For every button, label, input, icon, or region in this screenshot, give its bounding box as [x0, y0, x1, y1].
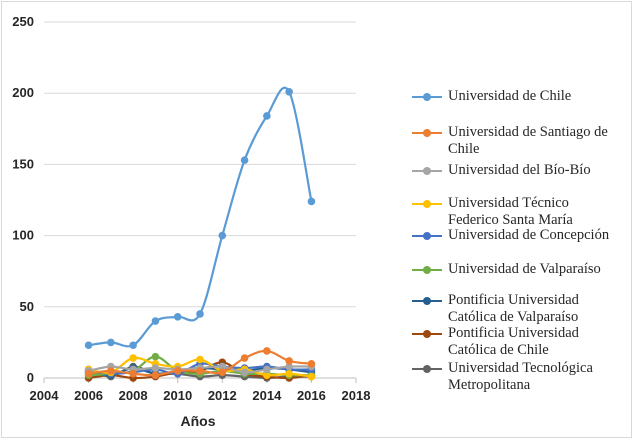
- x-tick-label: 2012: [208, 388, 237, 403]
- x-tick-label: 2006: [74, 388, 103, 403]
- data-point: [285, 369, 293, 378]
- legend-label: Universidad de Concepción: [448, 227, 609, 244]
- y-tick-label: 0: [27, 370, 34, 385]
- data-point: [151, 371, 160, 379]
- data-point: [263, 365, 271, 374]
- y-tick-label: 250: [12, 14, 34, 29]
- legend-label-line: Universidad Técnico: [448, 195, 569, 211]
- legend-label-line: Católica de Valparaíso: [448, 309, 579, 325]
- legend-label: Universidad Técnico Federico Santa María: [448, 195, 573, 229]
- y-tick-label: 50: [20, 299, 34, 314]
- legend-label-line: Universidad de Santiago de: [448, 124, 608, 140]
- data-point: [107, 367, 115, 375]
- data-point: [218, 362, 227, 371]
- data-point: [84, 341, 93, 350]
- data-point: [151, 317, 160, 325]
- series-2: [84, 347, 316, 379]
- legend-label-line: Universidad Tecnológica: [448, 360, 593, 376]
- data-point: [196, 310, 204, 318]
- data-point: [240, 368, 249, 377]
- series-1: [84, 86, 316, 350]
- y-tick-label: 200: [12, 85, 34, 100]
- data-point: [173, 312, 182, 321]
- legend-marker-icon: [423, 266, 431, 274]
- legend-label: Universidad de Valparaíso: [448, 261, 601, 278]
- legend-label-line: Chile: [448, 141, 480, 157]
- data-point: [218, 368, 227, 377]
- data-point: [263, 347, 271, 355]
- legend-marker-icon: [423, 93, 431, 101]
- x-tick-label: 2008: [119, 388, 148, 403]
- data-point: [218, 231, 227, 240]
- data-point: [151, 352, 160, 361]
- legend-marker-icon: [423, 129, 431, 137]
- legend-marker-icon: [423, 232, 431, 240]
- legend-marker-icon: [423, 330, 431, 338]
- data-point: [263, 112, 271, 120]
- legend-label-line: Universidad del Bío-Bío: [448, 162, 591, 178]
- data-point: [285, 362, 293, 371]
- gridlines: [44, 21, 356, 308]
- x-tick-labels: 2004 2006 2008 2010 2012 2014 2016 2018: [30, 388, 371, 403]
- data-point: [196, 367, 204, 375]
- legend-label: Pontificia Universidad Católica de Valpar…: [448, 292, 579, 326]
- data-point: [107, 338, 115, 347]
- legend-marker-icon: [423, 167, 431, 175]
- legend-label-line: Católica de Chile: [448, 342, 549, 358]
- x-tick-label: 2018: [342, 388, 371, 403]
- data-point: [285, 87, 293, 96]
- data-point: [285, 357, 293, 365]
- legend-label: Universidad de Santiago de Chile: [448, 124, 608, 158]
- x-tick-label: 2004: [30, 388, 60, 403]
- y-tick-labels: 0 50 100 150 200 250: [12, 14, 34, 385]
- y-tick-label: 150: [12, 156, 34, 171]
- data-point: [129, 369, 137, 378]
- x-tick-label: 2016: [297, 388, 326, 403]
- data-point: [129, 341, 137, 350]
- data-point: [151, 364, 160, 372]
- x-axis-label: Años: [181, 413, 216, 429]
- data-point: [263, 371, 271, 379]
- series-lines: [84, 86, 316, 382]
- legend-label-line: Universidad de Valparaíso: [448, 261, 601, 277]
- legend-label-line: Metropolitana: [448, 377, 531, 393]
- data-point: [307, 359, 316, 368]
- data-point: [196, 355, 204, 364]
- x-tick-label: 2010: [163, 388, 192, 403]
- legend-label: Pontificia Universidad Católica de Chile: [448, 325, 579, 359]
- legend-label: Universidad Tecnológica Metropolitana: [448, 360, 593, 394]
- data-point: [240, 156, 249, 164]
- legend-marker-icon: [423, 365, 431, 373]
- data-point: [84, 369, 93, 378]
- data-point: [173, 367, 182, 375]
- legend-marker-icon: [423, 200, 431, 208]
- legend-label-line: Pontificia Universidad: [448, 292, 579, 308]
- legend-label-line: Universidad de Concepción: [448, 227, 610, 243]
- x-tick-label: 2014: [252, 388, 282, 403]
- data-point: [129, 354, 137, 362]
- legend-marker-icon: [423, 297, 431, 305]
- data-point: [240, 354, 249, 362]
- legend-label: Universidad de Chile: [448, 88, 571, 105]
- data-point: [307, 197, 316, 206]
- legend-label-line: Pontificia Universidad: [448, 325, 579, 341]
- y-tick-label: 100: [12, 228, 34, 243]
- data-point: [307, 372, 316, 381]
- legend-label: Universidad del Bío-Bío: [448, 162, 591, 179]
- legend-label-line: Federico Santa María: [448, 212, 573, 228]
- legend-label-line: Universidad de Chile: [448, 88, 572, 104]
- series-line: [88, 86, 313, 348]
